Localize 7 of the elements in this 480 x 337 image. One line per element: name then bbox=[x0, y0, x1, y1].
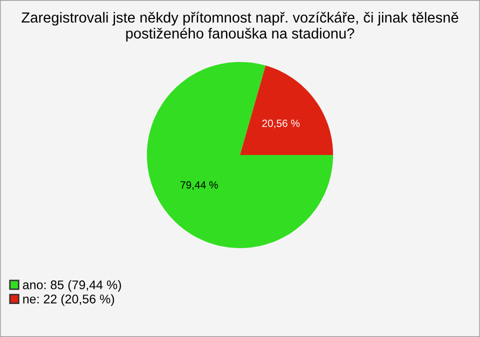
legend-label: ano: 85 (79,44 %) bbox=[22, 280, 121, 292]
legend-label: ne: 22 (20,56 %) bbox=[23, 294, 114, 306]
data-label: 20,56 % bbox=[262, 120, 300, 128]
pie-slice bbox=[240, 66, 334, 156]
pie-slice bbox=[146, 62, 334, 248]
data-label: 79,44 % bbox=[180, 181, 218, 190]
chart-title: Zaregistrovali jste někdy přítomnost např. vozíčkáře, či jinak tělesně postiženého fanouška na stadionu? bbox=[22, 12, 458, 42]
